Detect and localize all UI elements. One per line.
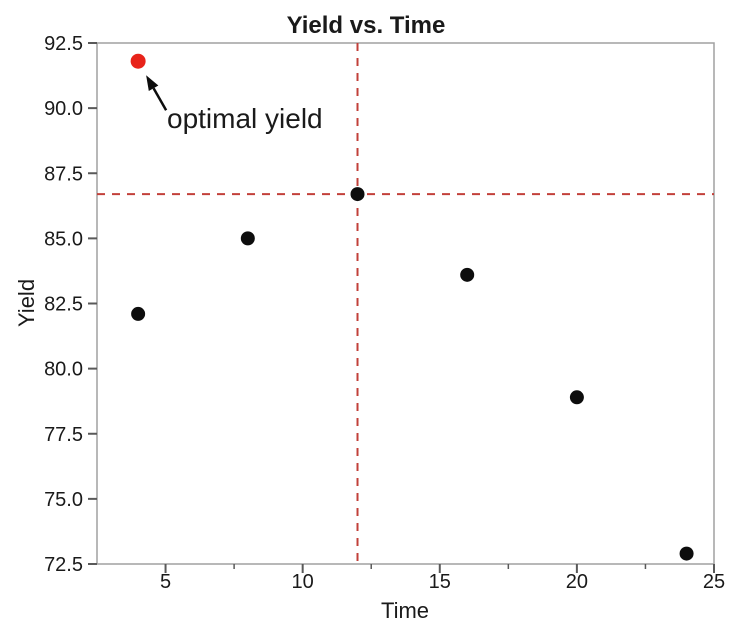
annotation-label: optimal yield — [167, 103, 323, 134]
data-point — [350, 187, 365, 202]
reference-lines — [97, 43, 714, 564]
x-tick-label: 20 — [566, 571, 588, 593]
y-tick-label: 77.5 — [44, 424, 83, 446]
y-tick-label: 72.5 — [44, 554, 83, 576]
x-tick-label: 5 — [160, 571, 171, 593]
data-points — [130, 53, 694, 561]
y-tick-label: 75.0 — [44, 489, 83, 511]
annotation-arrow — [146, 75, 168, 111]
data-point — [569, 390, 584, 405]
y-tick-label: 92.5 — [44, 33, 83, 55]
arrow-head — [146, 75, 159, 91]
y-tick-label: 90.0 — [44, 98, 83, 120]
y-axis-label: Yield — [14, 279, 39, 327]
x-axis-label: Time — [381, 598, 429, 623]
arrow-shaft — [152, 87, 168, 111]
highlighted-data-point — [130, 53, 146, 69]
y-tick-label: 82.5 — [44, 294, 83, 316]
y-tick-label: 85.0 — [44, 228, 83, 250]
chart-title: Yield vs. Time — [287, 12, 446, 39]
data-point — [679, 546, 694, 561]
data-point — [240, 231, 255, 246]
axis-ticks: 5 10 15 20 25 72.5 75.0 77.5 80.0 82.5 85.0 87.5 90.… — [44, 33, 725, 593]
data-point — [460, 267, 475, 282]
x-tick-label: 15 — [429, 571, 451, 593]
data-point — [131, 306, 146, 321]
y-tick-label: 80.0 — [44, 359, 83, 381]
y-tick-label: 87.5 — [44, 163, 83, 185]
x-tick-label: 10 — [292, 571, 314, 593]
x-tick-label: 25 — [703, 571, 725, 593]
